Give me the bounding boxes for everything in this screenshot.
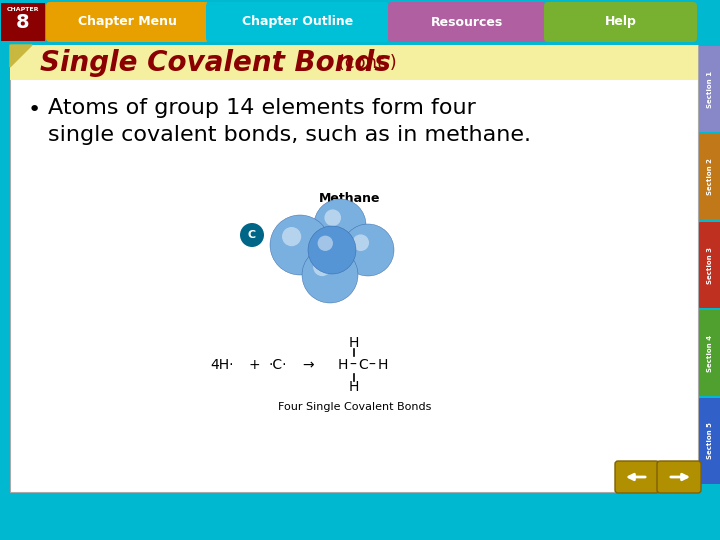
- FancyBboxPatch shape: [544, 2, 697, 42]
- FancyBboxPatch shape: [699, 310, 720, 396]
- Text: H: H: [378, 358, 388, 372]
- Text: Section 3: Section 3: [707, 246, 713, 284]
- Text: H: H: [348, 336, 359, 350]
- FancyBboxPatch shape: [388, 2, 546, 42]
- Circle shape: [270, 215, 330, 275]
- Text: Four Single Covalent Bonds: Four Single Covalent Bonds: [279, 402, 432, 412]
- Text: –: –: [368, 358, 375, 372]
- Text: Single Covalent Bonds: Single Covalent Bonds: [40, 49, 391, 77]
- Text: Section 2: Section 2: [707, 159, 713, 195]
- Text: Section 4: Section 4: [707, 334, 713, 372]
- Circle shape: [314, 199, 366, 251]
- Text: Chapter Outline: Chapter Outline: [242, 16, 353, 29]
- Text: 8: 8: [16, 12, 30, 31]
- Circle shape: [240, 223, 264, 247]
- Text: C: C: [358, 358, 368, 372]
- Text: Help: Help: [605, 16, 636, 29]
- Text: H: H: [338, 358, 348, 372]
- FancyBboxPatch shape: [0, 0, 720, 43]
- FancyBboxPatch shape: [657, 461, 701, 493]
- FancyBboxPatch shape: [699, 222, 720, 308]
- Text: –: –: [349, 358, 356, 372]
- Text: C: C: [248, 230, 256, 240]
- Circle shape: [308, 226, 356, 274]
- Text: →: →: [302, 358, 314, 372]
- FancyBboxPatch shape: [206, 2, 389, 42]
- FancyBboxPatch shape: [699, 134, 720, 220]
- Text: Section 1: Section 1: [707, 71, 713, 107]
- Circle shape: [342, 224, 394, 276]
- Text: Methane: Methane: [319, 192, 381, 205]
- Circle shape: [352, 234, 369, 251]
- Circle shape: [325, 210, 341, 226]
- FancyBboxPatch shape: [1, 3, 45, 41]
- Text: Section 5: Section 5: [707, 423, 713, 460]
- FancyBboxPatch shape: [699, 46, 720, 132]
- FancyBboxPatch shape: [10, 45, 698, 492]
- Text: Atoms of group 14 elements form four: Atoms of group 14 elements form four: [48, 98, 476, 118]
- Text: ·C·: ·C·: [268, 358, 287, 372]
- Text: 4H·: 4H·: [210, 358, 233, 372]
- FancyBboxPatch shape: [10, 45, 698, 80]
- Text: single covalent bonds, such as in methane.: single covalent bonds, such as in methan…: [48, 125, 531, 145]
- FancyBboxPatch shape: [46, 2, 209, 42]
- Text: CHAPTER: CHAPTER: [6, 7, 40, 12]
- Text: (cont.): (cont.): [332, 54, 397, 72]
- Circle shape: [282, 227, 301, 246]
- Text: •: •: [28, 100, 41, 120]
- FancyBboxPatch shape: [699, 398, 720, 484]
- Text: H: H: [348, 380, 359, 394]
- FancyBboxPatch shape: [615, 461, 659, 493]
- Circle shape: [313, 258, 331, 276]
- Polygon shape: [10, 45, 32, 67]
- Text: +: +: [248, 358, 260, 372]
- Circle shape: [302, 247, 358, 303]
- Text: Chapter Menu: Chapter Menu: [78, 16, 177, 29]
- Text: Resources: Resources: [431, 16, 503, 29]
- Circle shape: [318, 235, 333, 251]
